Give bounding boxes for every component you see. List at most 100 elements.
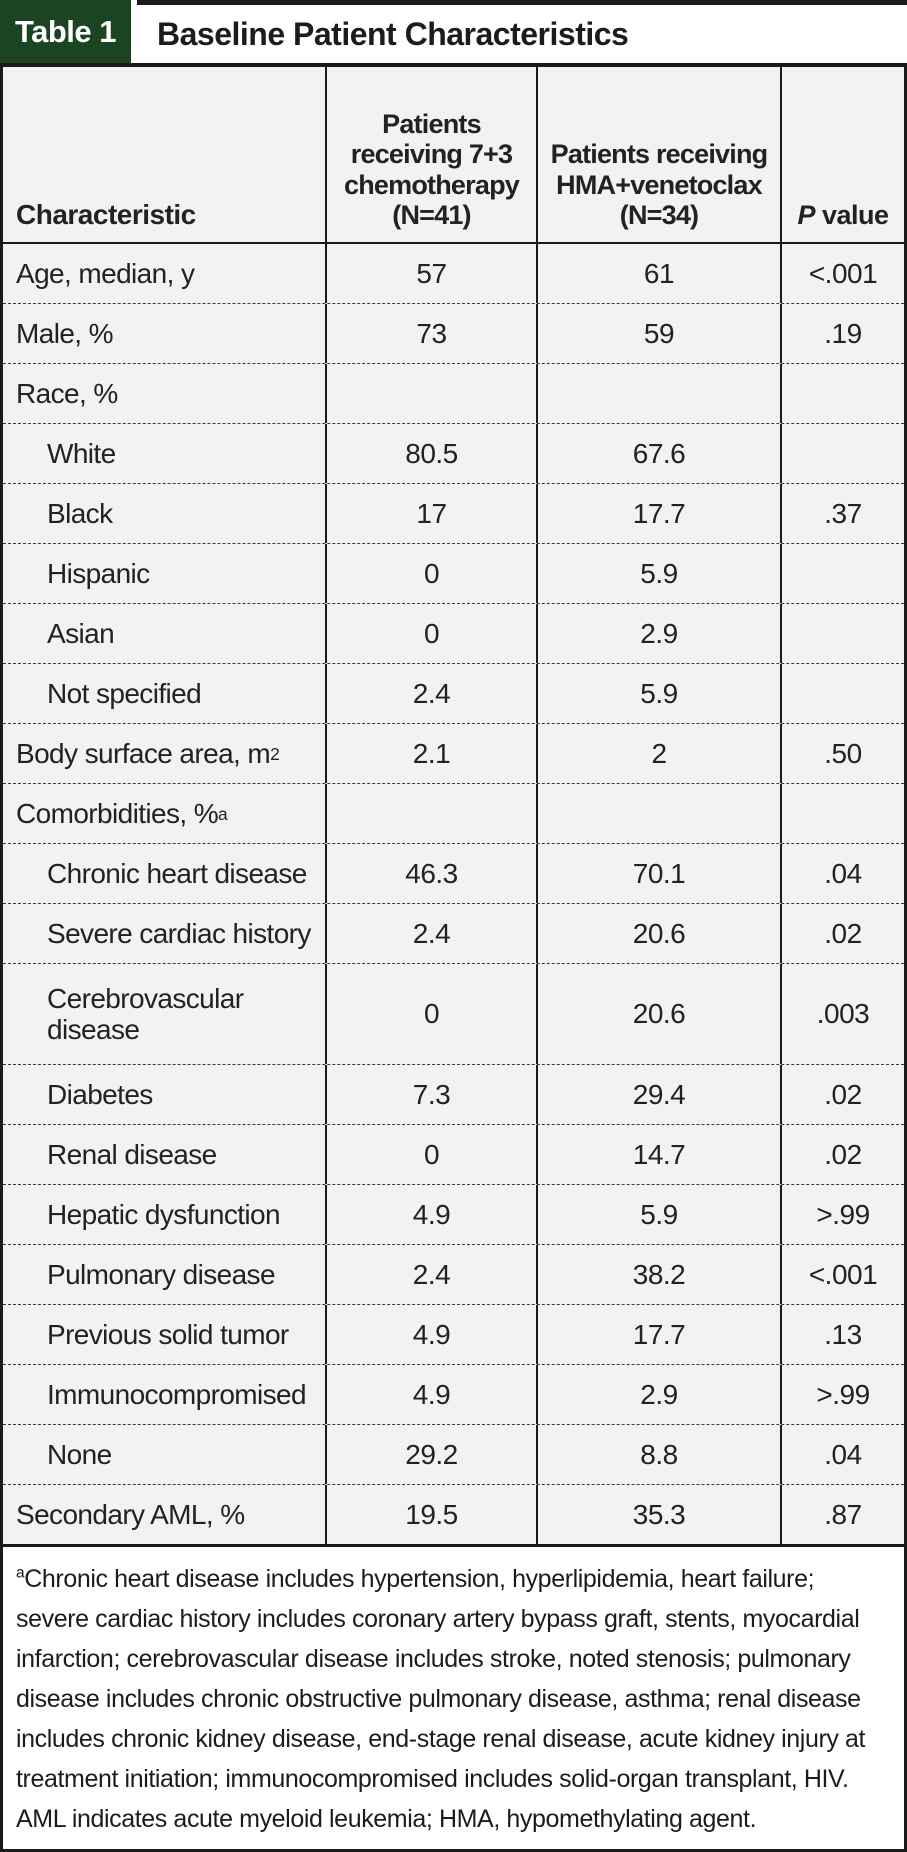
table-row: Not specified 2.4 5.9 [3, 663, 904, 723]
table-row: Pulmonary disease 2.4 38.2 <.001 [3, 1244, 904, 1304]
row-label-text: Hepatic dysfunction [47, 1198, 281, 1230]
cell-7plus3-value: 2.4 [327, 904, 538, 963]
table-row: Black 17 17.7 .37 [3, 483, 904, 543]
column-header-p-value: P value [782, 67, 904, 242]
cell-p-value: .04 [824, 857, 862, 889]
cell-p-value: .37 [824, 497, 862, 529]
cell-7plus3-value: 4.9 [327, 1365, 538, 1424]
cell-hma-value: 14.7 [538, 1125, 782, 1184]
row-label-text: Body surface area, m [16, 737, 271, 769]
cell-7plus3-value: 4.9 [327, 1185, 538, 1244]
table-body: Age, median, y 57 61 <.001 Male, % 73 59… [3, 244, 904, 1547]
cell-7plus3-value: 2.4 [327, 664, 538, 723]
row-label: Secondary AML, % [3, 1485, 327, 1544]
cell-p-value: >.99 [816, 1198, 870, 1230]
cell-7plus3-value: 0 [327, 964, 538, 1064]
cell-hma-value: 17.7 [538, 484, 782, 543]
cell-hma-value: 2.9 [538, 1365, 782, 1424]
column-header-hma-venetoclax: Patients receiving HMA+venetoclax (N=34) [538, 67, 782, 242]
cell-7plus3-value: 46.3 [327, 844, 538, 903]
row-label: Age, median, y [3, 244, 327, 303]
cell-hma-value: 2.9 [538, 604, 782, 663]
table-title-bar: Table 1 Baseline Patient Characteristics [0, 0, 907, 63]
table-row: Chronic heart disease 46.3 70.1 .04 [3, 843, 904, 903]
cell-7plus3-value: 73 [327, 304, 538, 363]
cell-hma-value: 38.2 [538, 1245, 782, 1304]
row-label: White [3, 424, 327, 483]
footnote-definitions: aChronic heart disease includes hyperten… [16, 1559, 890, 1799]
row-label: Severe cardiac history [3, 904, 327, 963]
table-row: Hepatic dysfunction 4.9 5.9 >.99 [3, 1184, 904, 1244]
row-label-text: None [47, 1438, 112, 1470]
cell-p-value [782, 424, 904, 483]
cell-7plus3-value: 0 [327, 604, 538, 663]
cell-7plus3-value: 57 [327, 244, 538, 303]
row-label: Asian [3, 604, 327, 663]
row-label: Black [3, 484, 327, 543]
table-row: Renal disease 0 14.7 .02 [3, 1124, 904, 1184]
cell-7plus3-value: 80.5 [327, 424, 538, 483]
cell-p-value [782, 784, 904, 843]
table-row: White 80.5 67.6 [3, 423, 904, 483]
cell-hma-value: 20.6 [538, 964, 782, 1064]
p-value-rest: value [814, 199, 889, 230]
cell-p-value: .02 [824, 1078, 862, 1110]
cell-7plus3-value: 17 [327, 484, 538, 543]
column-header-7plus3-chemotherapy: Patients receiving 7+3 chemotherapy (N=4… [327, 67, 538, 242]
table-title: Baseline Patient Characteristics [157, 15, 629, 52]
table-row: Race, % [3, 363, 904, 423]
row-label: Renal disease [3, 1125, 327, 1184]
cell-7plus3-value: 7.3 [327, 1065, 538, 1124]
row-label-text: Asian [47, 617, 115, 649]
table-row: Immunocompromised 4.9 2.9 >.99 [3, 1364, 904, 1424]
cell-hma-value: 2 [538, 724, 782, 783]
cell-p-value [782, 544, 904, 603]
cell-hma-value [538, 364, 782, 423]
cell-p-value: <.001 [808, 257, 878, 289]
cell-p-value: <.001 [808, 1258, 878, 1290]
table-row: None 29.2 8.8 .04 [3, 1424, 904, 1484]
table-row: Secondary AML, % 19.5 35.3 .87 [3, 1484, 904, 1544]
cell-hma-value: 35.3 [538, 1485, 782, 1544]
row-label-text: Cerebrovascular disease [47, 982, 244, 1045]
row-label-text: Diabetes [47, 1078, 153, 1110]
row-label-text: Male, % [16, 317, 114, 349]
cell-p-value: .87 [824, 1498, 862, 1530]
row-label: Hepatic dysfunction [3, 1185, 327, 1244]
row-label: Cerebrovascular disease [3, 964, 327, 1064]
p-value-italic-p: P [797, 199, 815, 230]
cell-p-value: .13 [824, 1318, 862, 1350]
row-label: Hispanic [3, 544, 327, 603]
cell-p-value: .50 [824, 737, 862, 769]
cell-7plus3-value: 2.4 [327, 1245, 538, 1304]
cell-7plus3-value [327, 784, 538, 843]
table-row: Previous solid tumor 4.9 17.7 .13 [3, 1304, 904, 1364]
row-label-text: Chronic heart disease [47, 857, 307, 889]
cell-p-value: .19 [824, 317, 862, 349]
column-header-characteristic: Characteristic [3, 67, 327, 242]
row-label-text: White [47, 437, 116, 469]
cell-p-value [782, 364, 904, 423]
cell-hma-value: 5.9 [538, 664, 782, 723]
cell-hma-value: 8.8 [538, 1425, 782, 1484]
table-row: Comorbidities, % a [3, 783, 904, 843]
cell-hma-value: 61 [538, 244, 782, 303]
footnote-definitions-text: Chronic heart disease includes hypertens… [16, 1565, 866, 1793]
row-label-text: Black [47, 497, 113, 529]
cell-hma-value: 70.1 [538, 844, 782, 903]
cell-7plus3-value: 19.5 [327, 1485, 538, 1544]
cell-p-value: .02 [824, 1138, 862, 1170]
table-number-tag: Table 1 [0, 0, 131, 63]
cell-p-value: .003 [816, 998, 870, 1030]
row-label: Not specified [3, 664, 327, 723]
cell-7plus3-value: 2.1 [327, 724, 538, 783]
row-label: Previous solid tumor [3, 1305, 327, 1364]
row-label-text: Comorbidities, % [16, 797, 219, 829]
row-label: None [3, 1425, 327, 1484]
row-label: Immunocompromised [3, 1365, 327, 1424]
table-header-row: Characteristic Patients receiving 7+3 ch… [3, 67, 904, 244]
cell-7plus3-value: 29.2 [327, 1425, 538, 1484]
